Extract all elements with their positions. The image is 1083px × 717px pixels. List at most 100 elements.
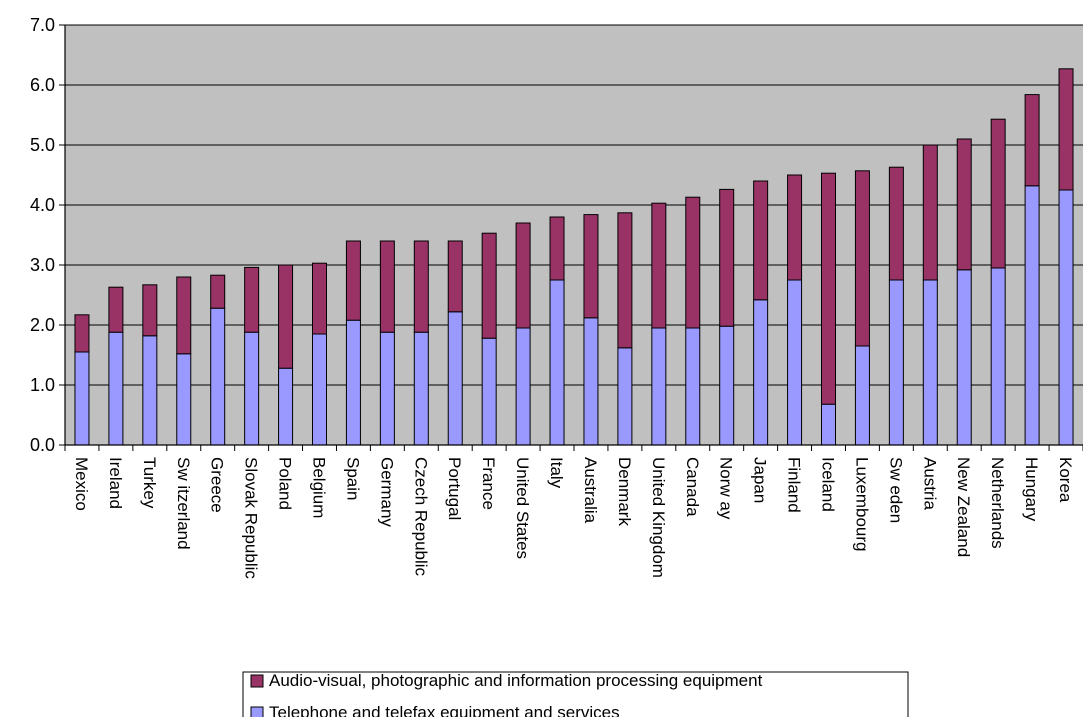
- bar-segment-telephone: [142, 335, 158, 446]
- bar-segment-audio-visual: [821, 172, 836, 405]
- bar-segment-telephone: [447, 311, 463, 446]
- bar-segment-audio-visual: [312, 262, 327, 335]
- category-label: Czech Republic: [411, 457, 430, 577]
- legend-swatch: [250, 674, 264, 688]
- bar-segment-telephone: [549, 279, 565, 446]
- category-label: France: [479, 457, 498, 510]
- bar-segment-audio-visual: [583, 214, 599, 319]
- category-label: Germany: [377, 457, 396, 527]
- bar-segment-telephone: [888, 279, 904, 446]
- legend-box: [242, 671, 909, 717]
- bar-segment-audio-visual: [74, 314, 90, 353]
- bar-segment-audio-visual: [617, 212, 633, 349]
- bar-segment-telephone: [413, 331, 429, 446]
- bar-segment-telephone: [108, 331, 124, 446]
- bar-segment-audio-visual: [413, 240, 429, 333]
- category-label: Canada: [683, 457, 702, 517]
- bar-segment-telephone: [956, 269, 972, 446]
- category-label: Poland: [276, 457, 295, 510]
- bar-segment-audio-visual: [379, 240, 395, 333]
- plot-area: [65, 25, 1083, 445]
- category-label: Sw eden: [886, 457, 905, 523]
- y-tick-label: 0.0: [30, 435, 55, 455]
- bar-segment-audio-visual: [854, 170, 870, 347]
- bar-segment-telephone: [685, 327, 701, 446]
- y-tick-label: 2.0: [30, 315, 55, 335]
- bar-segment-telephone: [854, 345, 870, 446]
- category-label: Greece: [208, 457, 227, 513]
- category-label: Hungary: [1022, 457, 1041, 522]
- bar-segment-audio-visual: [753, 180, 769, 301]
- category-label: Sw itzerland: [174, 457, 193, 550]
- category-label: Norw ay: [717, 457, 736, 520]
- y-axis-ticks: 0.0 1.0 2.0 3.0 4.0 5.0 6.0 7.0: [30, 15, 65, 455]
- bar-segment-audio-visual: [447, 240, 463, 313]
- category-label: Iceland: [819, 457, 838, 512]
- bar-segment-telephone: [74, 351, 90, 446]
- y-tick-label: 1.0: [30, 375, 55, 395]
- category-label: Finland: [785, 457, 804, 513]
- category-label: Slovak Republic: [242, 457, 261, 579]
- legend-label: Audio-visual, photographic and informati…: [269, 671, 763, 690]
- y-tick-label: 5.0: [30, 135, 55, 155]
- bar-segment-telephone: [719, 325, 735, 446]
- bar-segment-telephone: [583, 317, 599, 446]
- category-labels: Mexico Ireland Turkey Sw itzerland Greece Slo…: [72, 457, 1075, 579]
- legend: Audio-visual, photographic and informati…: [242, 671, 909, 717]
- bar-segment-audio-visual: [888, 166, 904, 281]
- y-tick-label: 3.0: [30, 255, 55, 275]
- bar-segment-telephone: [176, 353, 192, 446]
- legend-swatch: [250, 706, 264, 717]
- bar-segment-audio-visual: [345, 240, 361, 321]
- category-label: Portugal: [445, 457, 464, 520]
- category-label: United States: [513, 457, 532, 559]
- x-axis-ticks: [64, 445, 1083, 451]
- bar-segment-telephone: [515, 327, 531, 446]
- bar-segment-audio-visual: [990, 118, 1006, 269]
- bar-segment-audio-visual: [1024, 94, 1040, 187]
- bar-segment-telephone: [481, 337, 497, 446]
- bar-segment-audio-visual: [176, 276, 192, 355]
- bar-segment-telephone: [1058, 189, 1074, 446]
- bar-segment-telephone: [379, 331, 395, 446]
- bar-segment-audio-visual: [719, 188, 735, 327]
- bar-segment-telephone: [312, 333, 327, 446]
- bar-segment-audio-visual: [278, 264, 294, 369]
- category-label: Denmark: [615, 457, 634, 526]
- y-tick-label: 7.0: [30, 15, 55, 35]
- bar-segment-telephone: [753, 299, 769, 446]
- bar-segment-audio-visual: [956, 138, 972, 271]
- bar-segment-audio-visual: [108, 286, 124, 333]
- bar-segment-telephone: [244, 331, 260, 446]
- category-label: Austria: [920, 457, 939, 510]
- bar-segment-audio-visual: [651, 202, 667, 329]
- bar-segment-audio-visual: [787, 174, 803, 281]
- category-label: Luxembourg: [852, 457, 871, 552]
- category-label: Turkey: [140, 457, 159, 509]
- bar-segment-telephone: [651, 327, 667, 446]
- bar-segment-telephone: [990, 267, 1006, 446]
- y-tick-label: 6.0: [30, 75, 55, 95]
- category-label: Netherlands: [988, 457, 1007, 549]
- bar-segment-audio-visual: [481, 232, 497, 339]
- bar-segment-audio-visual: [142, 284, 158, 337]
- bar-segment-telephone: [787, 279, 803, 446]
- bar-segment-audio-visual: [685, 196, 701, 329]
- category-label: Ireland: [106, 457, 125, 509]
- axes: [64, 25, 1083, 446]
- category-label: Belgium: [310, 457, 329, 518]
- bar-segment-telephone: [210, 307, 226, 446]
- category-label: Australia: [581, 457, 600, 524]
- category-label: Korea: [1056, 457, 1075, 503]
- bar-segment-telephone: [617, 347, 633, 446]
- bar-segment-audio-visual: [515, 222, 531, 329]
- category-label: United Kingdom: [649, 457, 668, 578]
- bar-segment-telephone: [345, 319, 361, 446]
- bar-segment-audio-visual: [244, 266, 260, 333]
- category-label: Spain: [343, 457, 362, 500]
- legend-label: Telephone and telefax equipment and serv…: [269, 703, 620, 717]
- bar-segment-telephone: [278, 367, 294, 446]
- category-label: Italy: [547, 457, 566, 489]
- bar-segment-audio-visual: [1058, 68, 1074, 191]
